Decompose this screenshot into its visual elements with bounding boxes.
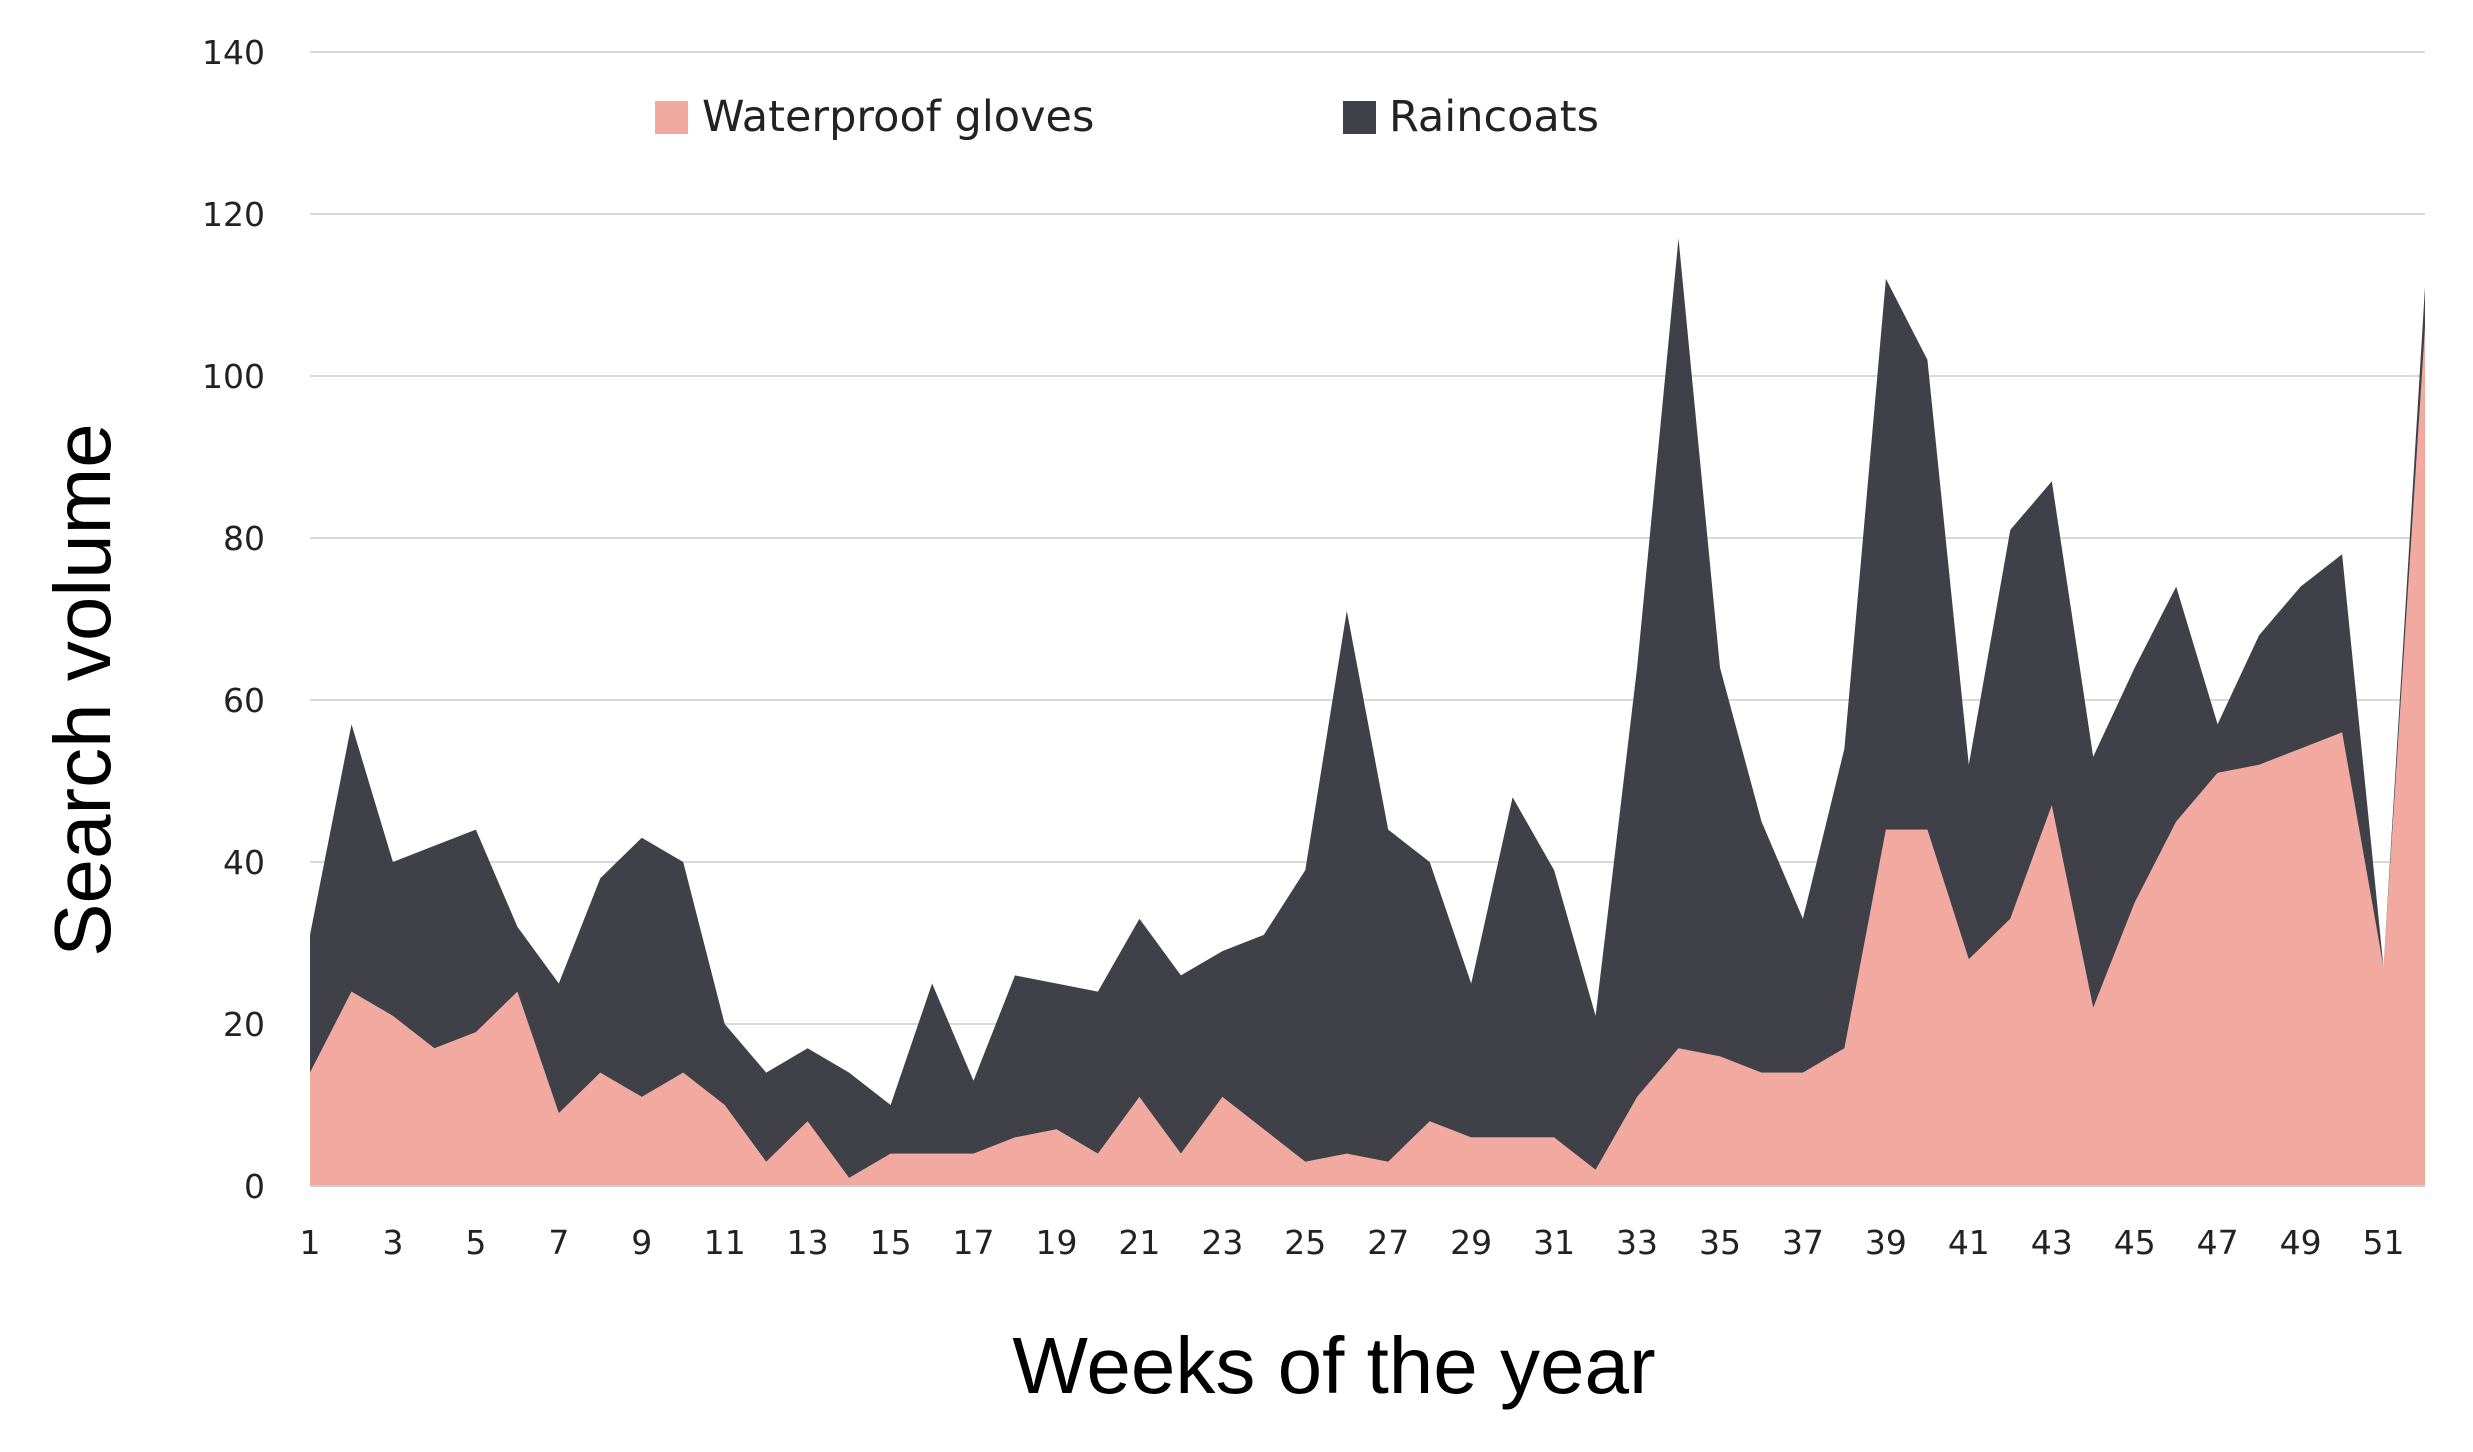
x-tick-label-1: 1 — [300, 1223, 321, 1262]
y-tick-label-0: 0 — [244, 1167, 265, 1206]
x-tick-label-19: 19 — [1035, 1223, 1077, 1262]
legend-label-waterproof-gloves: Waterproof gloves — [702, 92, 1094, 142]
y-axis: 0 20 40 60 80 100 120 140 — [202, 33, 265, 1206]
y-tick-label-40: 40 — [223, 843, 265, 882]
legend-label-raincoats: Raincoats — [1389, 92, 1599, 142]
x-axis-title: Weeks of the year — [1012, 1321, 1655, 1410]
area-series — [310, 238, 2425, 1186]
x-tick-label-39: 39 — [1865, 1223, 1907, 1262]
legend: Waterproof gloves Raincoats — [655, 92, 1599, 142]
x-tick-label-49: 49 — [2280, 1223, 2322, 1262]
x-tick-label-25: 25 — [1284, 1223, 1326, 1262]
y-tick-label-140: 140 — [202, 33, 265, 72]
x-tick-label-21: 21 — [1118, 1223, 1160, 1262]
y-tick-label-20: 20 — [223, 1005, 265, 1044]
x-tick-label-31: 31 — [1533, 1223, 1575, 1262]
x-tick-label-15: 15 — [870, 1223, 912, 1262]
y-axis-title: Search volume — [38, 423, 127, 957]
area-series-raincoats — [310, 238, 2425, 1178]
x-tick-label-3: 3 — [382, 1223, 403, 1262]
x-tick-label-45: 45 — [2114, 1223, 2156, 1262]
x-tick-label-29: 29 — [1450, 1223, 1492, 1262]
x-tick-label-7: 7 — [548, 1223, 569, 1262]
legend-swatch-waterproof-gloves — [655, 101, 688, 134]
x-tick-label-11: 11 — [704, 1223, 746, 1262]
x-axis-ticks: 1 3 5 7 9 11 13 15 17 19 21 23 25 27 29 31 33 35 37 39 41 43 4… — [300, 1223, 2405, 1262]
y-tick-label-60: 60 — [223, 681, 265, 720]
y-tick-label-120: 120 — [202, 195, 265, 234]
x-tick-label-47: 47 — [2197, 1223, 2239, 1262]
y-tick-label-100: 100 — [202, 357, 265, 396]
x-tick-label-9: 9 — [631, 1223, 652, 1262]
x-tick-label-17: 17 — [953, 1223, 995, 1262]
x-tick-label-43: 43 — [2031, 1223, 2073, 1262]
legend-swatch-raincoats — [1343, 101, 1376, 134]
x-tick-label-37: 37 — [1782, 1223, 1824, 1262]
area-series-waterproof-gloves — [310, 327, 2425, 1186]
x-tick-label-13: 13 — [787, 1223, 829, 1262]
x-tick-label-35: 35 — [1699, 1223, 1741, 1262]
y-tick-label-80: 80 — [223, 519, 265, 558]
x-tick-label-33: 33 — [1616, 1223, 1658, 1262]
x-tick-label-5: 5 — [465, 1223, 486, 1262]
x-tick-label-41: 41 — [1948, 1223, 1990, 1262]
x-tick-label-23: 23 — [1201, 1223, 1243, 1262]
x-tick-label-27: 27 — [1367, 1223, 1409, 1262]
x-tick-label-51: 51 — [2363, 1223, 2405, 1262]
